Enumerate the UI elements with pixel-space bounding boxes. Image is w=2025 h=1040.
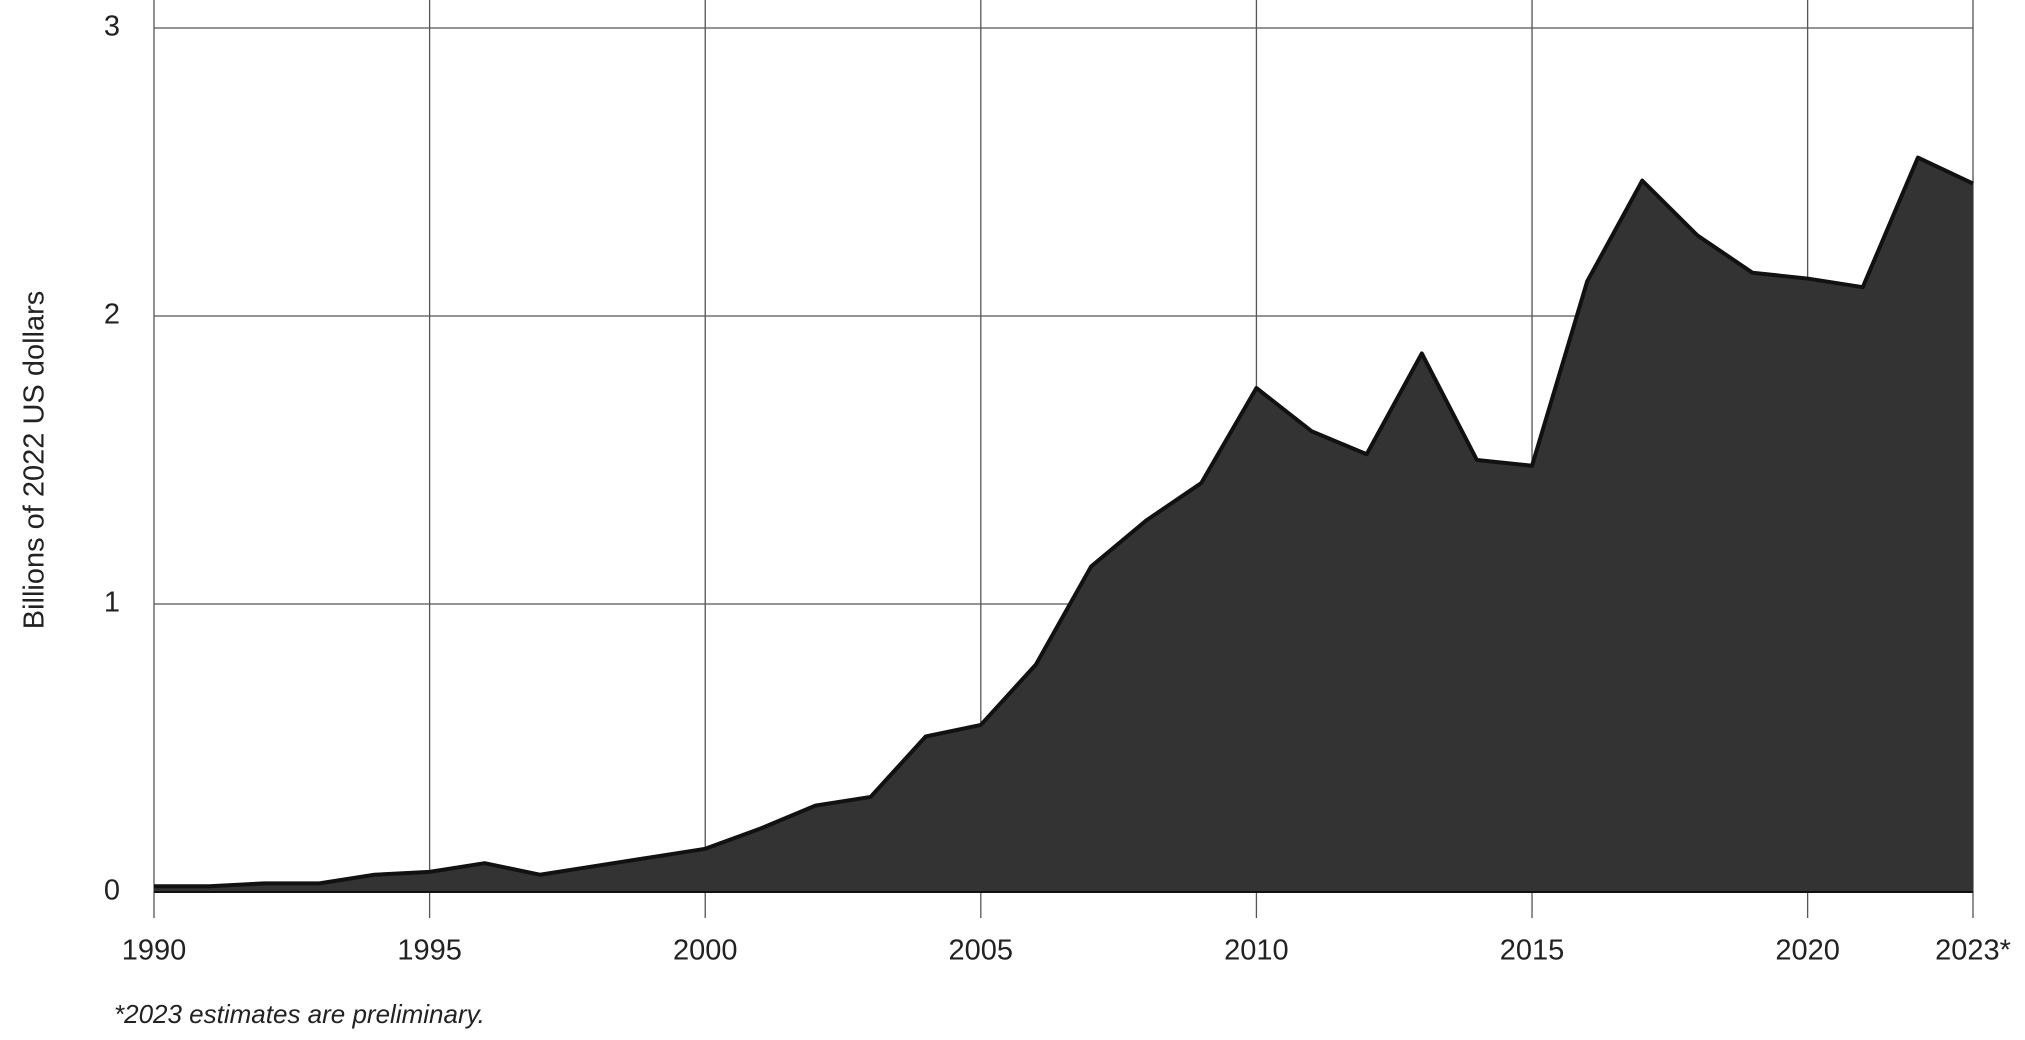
x-tick-label: 2010 (1224, 935, 1289, 967)
y-tick-label: 3 (104, 11, 120, 43)
x-tick-label: 2005 (949, 935, 1014, 967)
x-tick-label: 2000 (673, 935, 738, 967)
x-tick-label: 1990 (122, 935, 187, 967)
y-tick-label: 1 (104, 587, 120, 619)
area-outline (154, 155, 1974, 889)
x-tick-label: 2015 (1500, 935, 1565, 967)
x-tick-label: 2023* (1935, 935, 2011, 967)
area (154, 157, 1973, 893)
footnote: *2023 estimates are preliminary. (114, 999, 485, 1029)
y-tick-label: 2 (104, 299, 120, 331)
x-tick-label: 1995 (397, 935, 462, 967)
y-tick-label: 0 (104, 875, 120, 907)
y-axis-label: Billions of 2022 US dollars (19, 291, 51, 630)
x-tick-label: 2020 (1775, 935, 1840, 967)
